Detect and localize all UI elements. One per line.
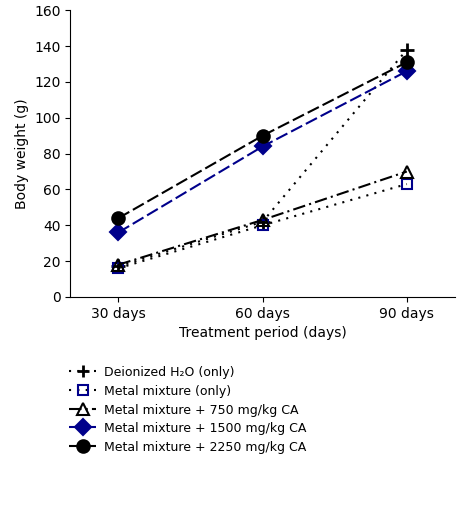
Y-axis label: Body weight (g): Body weight (g) [15, 98, 29, 209]
Legend: Deionized H₂O (only), Metal mixture (only), Metal mixture + 750 mg/kg CA, Metal : Deionized H₂O (only), Metal mixture (onl… [69, 366, 306, 454]
X-axis label: Treatment period (days): Treatment period (days) [179, 326, 347, 340]
